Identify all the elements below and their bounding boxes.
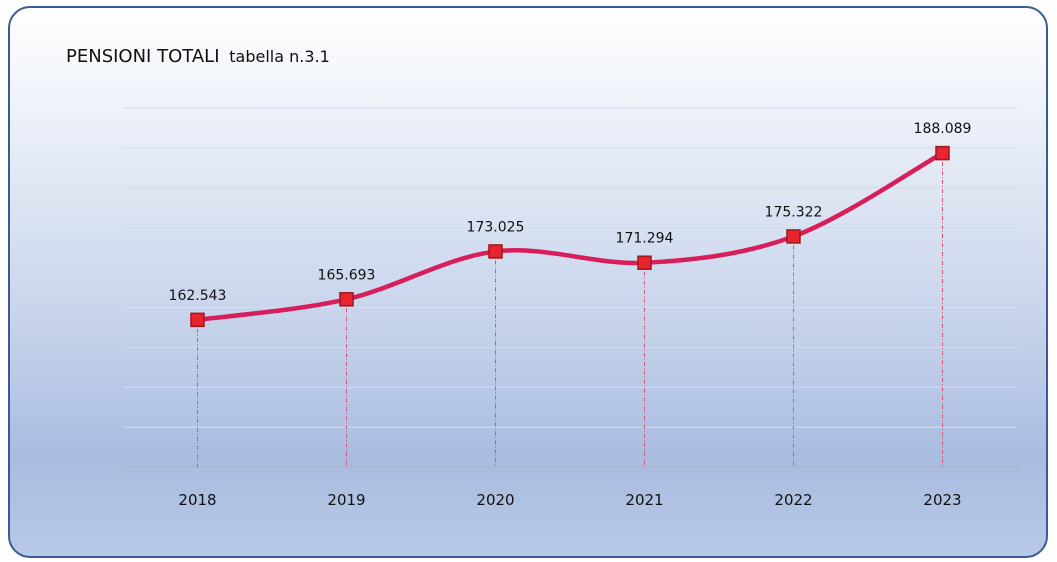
series-line: [195, 150, 945, 323]
x-tick-label-2022: 2022: [774, 491, 812, 509]
data-label-2018: 162.543: [169, 288, 227, 304]
data-label-2021: 171.294: [616, 231, 674, 247]
data-markers: [190, 145, 950, 328]
category-labels: 2018 2019 2020 2021 2022 2023: [178, 491, 961, 509]
data-label-2019: 165.693: [318, 267, 376, 283]
x-tick-label-2020: 2020: [476, 491, 514, 509]
chart-title-sub: tabella n.3.1: [229, 47, 330, 66]
chart-title: PENSIONI TOTALI tabella n.3.1: [66, 46, 330, 67]
drop-lines: [197, 153, 943, 467]
x-tick-label-2021: 2021: [625, 491, 663, 509]
x-tick-label-2023: 2023: [923, 491, 961, 509]
marker-2022: [786, 229, 801, 244]
data-label-2020: 173.025: [467, 219, 525, 235]
data-label-2022: 175.322: [765, 204, 823, 220]
data-label-2023: 188.089: [914, 121, 972, 137]
chart-title-main: PENSIONI TOTALI: [66, 46, 220, 67]
marker-2019: [339, 292, 354, 307]
gridlines: [123, 107, 1017, 428]
data-labels: 162.543 165.693 173.025 171.294 175.322 188.0…: [169, 121, 972, 304]
marker-2021: [637, 255, 652, 270]
x-axis: [122, 466, 1018, 473]
marker-2023: [935, 145, 950, 161]
marker-2020: [488, 244, 503, 259]
x-tick-label-2019: 2019: [327, 491, 365, 509]
series-path: [195, 150, 945, 323]
marker-2018: [190, 312, 205, 328]
x-tick-label-2018: 2018: [178, 491, 216, 509]
chart-frame: PENSIONI TOTALI tabella n.3.1: [8, 6, 1048, 558]
